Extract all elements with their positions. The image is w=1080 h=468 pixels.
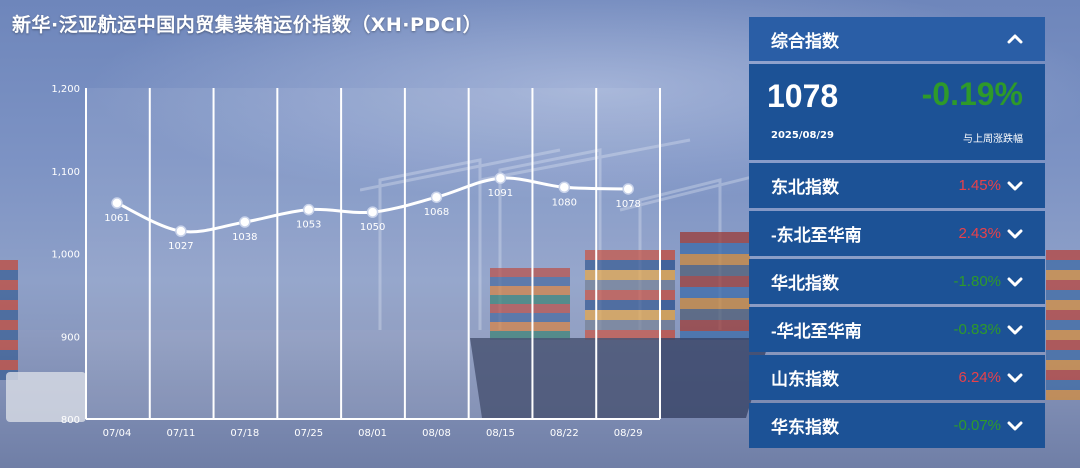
container-stack (1046, 250, 1080, 400)
x-tick-label: 07/25 (294, 428, 323, 439)
x-tick-label: 08/29 (614, 428, 643, 439)
index-line-chart: 1,200 1,100 1,000 900 800 07/04 07/11 07/18 07/2… (51, 84, 660, 439)
composite-summary: 1078 2025/08/29 -0.19% 与上周涨跌幅 (749, 64, 1045, 160)
x-tick-label: 08/01 (358, 428, 387, 439)
y-tick-label: 800 (61, 415, 80, 426)
y-tick-label: 1,000 (51, 250, 80, 261)
region-index-change: -1.80% (953, 273, 1001, 290)
panel-header-label: 综合指数 (771, 31, 839, 51)
index-panel: 综合指数 1078 2025/08/29 -0.19% 与上周涨跌幅 东北指数 1… (749, 17, 1045, 448)
data-point (175, 225, 187, 237)
data-label: 1050 (360, 222, 385, 233)
region-index-label: 华北指数 (771, 274, 839, 293)
data-point (239, 216, 251, 228)
region-index-change: -0.83% (953, 321, 1001, 338)
x-tick-label: 08/15 (486, 428, 515, 439)
y-tick-label: 900 (61, 332, 80, 343)
x-tick-label: 07/11 (166, 428, 195, 439)
composite-value: 1078 (767, 78, 839, 114)
chevron-down-icon[interactable] (1005, 320, 1025, 340)
data-point (111, 197, 123, 209)
region-index-label: 山东指数 (771, 370, 839, 389)
data-point (302, 203, 315, 216)
container-stack (0, 260, 18, 380)
region-index-label: 东北指数 (771, 178, 839, 197)
chevron-down-icon[interactable] (1005, 416, 1025, 436)
data-label: 1091 (488, 188, 513, 199)
region-index-row[interactable]: 东北指数 1.45% (749, 163, 1045, 208)
chevron-down-icon[interactable] (1005, 176, 1025, 196)
data-label: 1078 (615, 199, 640, 210)
region-index-label: -东北至华南 (771, 226, 862, 245)
data-point (494, 172, 507, 184)
page-title: 新华·泛亚航运中国内贸集装箱运价指数（XH·PDCI） (12, 14, 483, 36)
x-tick-label: 08/08 (422, 428, 451, 439)
region-index-change: 2.43% (958, 225, 1001, 242)
container-stack (490, 268, 570, 340)
data-label: 1038 (232, 232, 257, 243)
change-label: 与上周涨跌幅 (963, 134, 1023, 145)
plot-area (86, 88, 660, 419)
composite-change: -0.19% (921, 76, 1023, 112)
data-label: 1061 (104, 213, 129, 224)
x-tick-label: 07/18 (230, 428, 259, 439)
region-index-row[interactable]: 华北指数 -1.80% (749, 259, 1045, 304)
region-index-row[interactable]: 山东指数 6.24% (749, 355, 1045, 400)
region-index-change: -0.07% (953, 417, 1001, 434)
x-tick-label: 07/04 (103, 428, 132, 439)
data-label: 1080 (552, 197, 577, 208)
y-tick-label: 1,200 (51, 84, 80, 95)
region-index-label: 华东指数 (771, 418, 839, 437)
region-index-change: 6.24% (958, 369, 1001, 386)
region-index-list: 东北指数 1.45% -东北至华南 2.43% 华北指数 -1.80% -华北至华南 -0.8… (749, 163, 1045, 448)
ship-hull (470, 338, 770, 418)
region-index-row[interactable]: -华北至华南 -0.83% (749, 307, 1045, 352)
panel-header[interactable]: 综合指数 (749, 17, 1045, 61)
x-tick-label: 08/22 (550, 428, 579, 439)
data-label: 1068 (424, 207, 449, 218)
composite-date: 2025/08/29 (771, 130, 834, 141)
region-index-change: 1.45% (958, 177, 1001, 194)
chevron-down-icon[interactable] (1005, 224, 1025, 244)
data-point (558, 181, 571, 194)
region-index-row[interactable]: 华东指数 -0.07% (749, 403, 1045, 448)
region-index-label: -华北至华南 (771, 322, 862, 341)
container-stack (680, 232, 750, 340)
data-point (430, 191, 443, 203)
truck (6, 372, 86, 422)
data-point (622, 183, 634, 195)
chevron-down-icon[interactable] (1005, 368, 1025, 388)
y-tick-label: 1,100 (51, 167, 80, 178)
chevron-down-icon[interactable] (1005, 272, 1025, 292)
region-index-row[interactable]: -东北至华南 2.43% (749, 211, 1045, 256)
data-point (366, 206, 379, 218)
data-label: 1053 (296, 220, 321, 231)
data-label: 1027 (168, 241, 193, 252)
chevron-up-icon[interactable] (1005, 29, 1025, 49)
